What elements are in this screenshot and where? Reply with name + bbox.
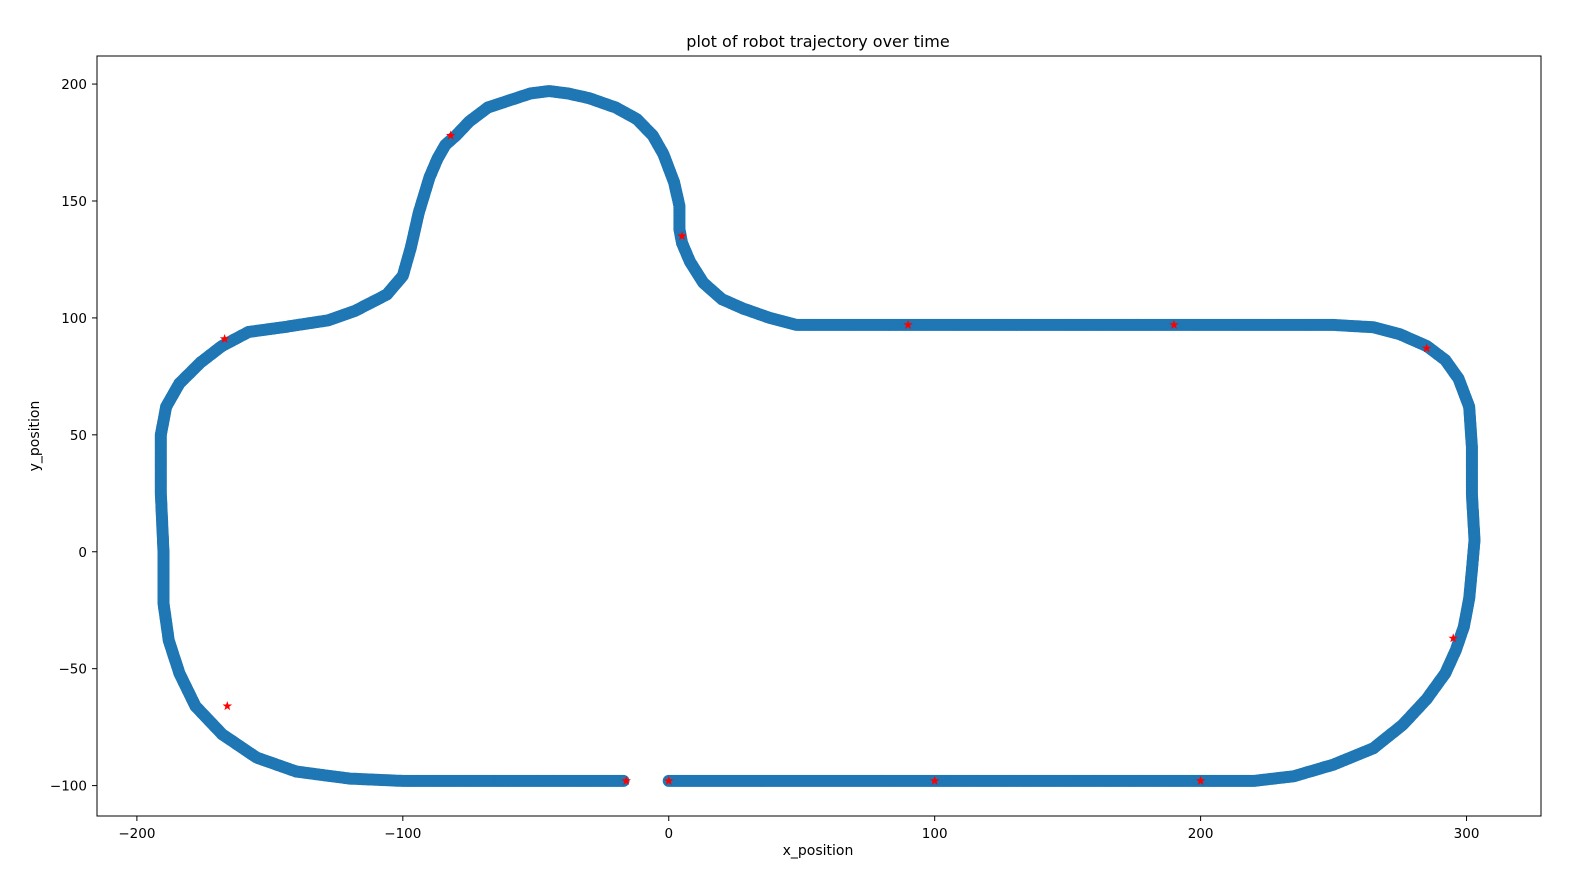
waypoint-star-marker: [929, 775, 940, 785]
waypoint-star-marker: [445, 130, 456, 140]
waypoint-star-marker: [219, 334, 230, 343]
waypoint-star-marker: [1421, 343, 1432, 353]
waypoint-star-marker: [1169, 319, 1179, 329]
y-tick-label: −100: [50, 779, 87, 795]
waypoint-star-marker: [621, 775, 631, 785]
x-axis-label: x_position: [783, 843, 854, 859]
x-tick-label: 200: [1188, 826, 1214, 842]
waypoint-star-marker: [1448, 633, 1458, 643]
y-tick-label: 0: [78, 545, 87, 561]
y-tick-label: −50: [59, 662, 88, 678]
chart-title: plot of robot trajectory over time: [686, 32, 949, 51]
x-tick-label: −100: [384, 826, 421, 842]
waypoint-star-marker: [1195, 775, 1206, 785]
waypoint-star-marker: [677, 231, 687, 241]
waypoint-star-marker: [222, 701, 233, 711]
waypoint-star-marker: [903, 319, 913, 329]
y-tick-label: 100: [61, 311, 87, 327]
plot-area: [154, 85, 1481, 787]
x-tick-label: 0: [664, 826, 673, 842]
y-axis-label: y_position: [27, 401, 43, 472]
y-tick-label: 150: [61, 194, 87, 210]
x-tick-label: −200: [118, 826, 155, 842]
y-axis: −100 −50 0 50 100 150 200: [50, 77, 97, 795]
x-tick-label: 100: [922, 826, 948, 842]
x-axis: −200 −100 0 100 200 300: [118, 816, 1479, 842]
y-tick-label: 50: [70, 428, 87, 444]
waypoint-star-marker: [664, 775, 674, 785]
plot-frame: [96, 55, 1542, 817]
x-tick-label: 300: [1454, 826, 1480, 842]
y-tick-label: 200: [61, 77, 87, 93]
